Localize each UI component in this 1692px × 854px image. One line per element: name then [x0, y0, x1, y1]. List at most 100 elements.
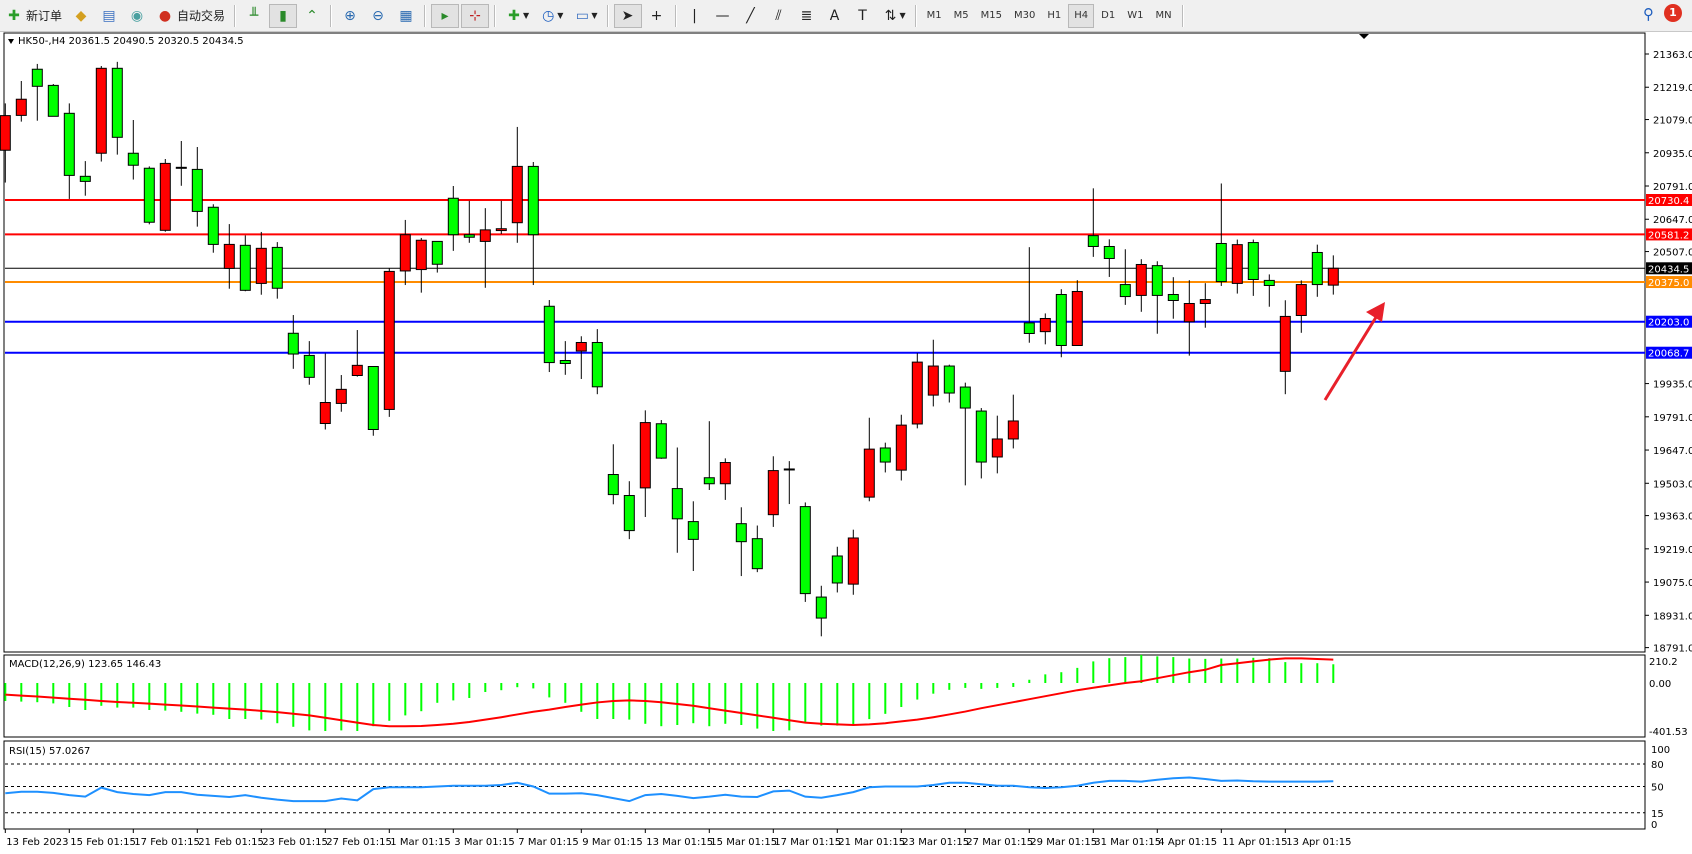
- candle-body: [559, 359, 571, 364]
- candle-body: [751, 538, 763, 570]
- fibonacci-icon: ≣: [800, 7, 813, 24]
- candle-body: [255, 247, 267, 284]
- candle-body: [1055, 293, 1067, 346]
- timeframe-w1[interactable]: W1: [1127, 10, 1144, 21]
- zoom-in-button[interactable]: ⊕: [337, 4, 363, 28]
- candle-body: [63, 112, 75, 176]
- trend-line-icon: ╱: [746, 7, 755, 24]
- candle-body: [303, 354, 315, 378]
- price-tick-label: 19075.0: [1653, 578, 1692, 589]
- rsi-axis-label: 50: [1651, 783, 1664, 794]
- separator: [234, 4, 237, 27]
- rsi-axis-label: 15: [1651, 809, 1664, 820]
- candle-body: [511, 165, 523, 224]
- zoom-out-button[interactable]: ⊖: [365, 4, 391, 28]
- separator: [424, 4, 427, 27]
- separator: [674, 4, 677, 27]
- candle-body: [1151, 265, 1163, 296]
- candle-body: [783, 468, 795, 471]
- timeframe-h4[interactable]: H4: [1068, 3, 1095, 28]
- period-button[interactable]: ◷ ▼: [535, 4, 567, 28]
- candle-body: [127, 152, 139, 166]
- price-line-label-bg: [1646, 262, 1692, 275]
- chart-shift-button[interactable]: ⊹: [461, 3, 490, 28]
- period-clock-icon: ◷: [542, 7, 555, 24]
- candle-body: [1007, 420, 1019, 440]
- history-button[interactable]: ▤: [96, 4, 122, 28]
- price-tick-label: 19219.0: [1653, 545, 1692, 556]
- candle-body: [479, 229, 491, 242]
- text-label-button[interactable]: T: [850, 4, 876, 28]
- time-label: 13 Mar 01:15: [646, 837, 713, 848]
- candle-body: [287, 332, 299, 355]
- crosshair-button[interactable]: +: [644, 4, 670, 28]
- time-label: 27 Feb 01:15: [326, 837, 392, 848]
- zoom-out-icon: ⊖: [372, 7, 384, 24]
- candle-body: [15, 98, 27, 116]
- candle-body: [223, 243, 235, 269]
- signal-icon: ◉: [130, 7, 144, 24]
- candle-body: [351, 364, 363, 377]
- time-label: 15 Feb 01:15: [70, 837, 136, 848]
- price-line-label-bg: [1646, 346, 1692, 359]
- autoscroll-button[interactable]: ▸: [431, 3, 460, 28]
- time-label: 3 Mar 01:15: [454, 837, 514, 848]
- trend-line-button[interactable]: ╱: [738, 4, 764, 28]
- macd-label: MACD(12,26,9) 123.65 146.43: [9, 659, 161, 670]
- candle-body: [975, 410, 987, 463]
- timeframe-m5[interactable]: M5: [953, 10, 969, 21]
- candle-chart-button[interactable]: ▮: [269, 3, 298, 28]
- line-chart-button[interactable]: ⌃: [299, 4, 325, 28]
- signal-button[interactable]: ◉: [124, 4, 150, 28]
- chart-shift-marker[interactable]: [1359, 34, 1369, 39]
- candle-body: [591, 341, 603, 388]
- price-tick-label: 18791.0: [1653, 644, 1692, 655]
- time-label: 21 Feb 01:15: [198, 837, 264, 848]
- text-icon: A: [829, 7, 840, 24]
- cursor-button[interactable]: ➤: [613, 3, 642, 28]
- notification-icon[interactable]: 1: [1664, 4, 1682, 22]
- collapse-triangle-icon[interactable]: [8, 39, 14, 44]
- timeframe-m15[interactable]: M15: [980, 10, 1003, 21]
- time-label: 13 Apr 01:15: [1286, 837, 1351, 848]
- timeframe-m1[interactable]: M1: [926, 10, 942, 21]
- vertical-line-button[interactable]: |: [682, 4, 708, 28]
- bar-chart-button[interactable]: ╨: [241, 4, 267, 28]
- search-icon[interactable]: ⚲: [1643, 5, 1654, 23]
- candle-body: [1103, 245, 1115, 259]
- candle-body: [415, 239, 427, 271]
- timeframe-mn[interactable]: MN: [1155, 10, 1172, 21]
- new-order-button[interactable]: ✚ 新订单: [1, 4, 66, 28]
- price-tick-label: 19647.0: [1653, 446, 1692, 457]
- template-button[interactable]: ▭ ▼: [569, 4, 601, 28]
- candle-body: [623, 495, 635, 532]
- candle-body: [1071, 290, 1083, 346]
- rsi-axis-label: 80: [1651, 760, 1664, 771]
- candle-body: [1311, 251, 1323, 286]
- candle-body: [735, 523, 747, 543]
- arrows-button[interactable]: ⇅ ▼: [878, 4, 910, 28]
- annotation-arrow[interactable]: [1323, 302, 1385, 401]
- price-tick-label: 20935.0: [1653, 149, 1692, 160]
- horizontal-line-button[interactable]: —: [710, 4, 736, 28]
- macd-axis-label: 0.00: [1649, 679, 1671, 690]
- fibonacci-button[interactable]: ≣: [794, 4, 820, 28]
- price-pane[interactable]: [3, 32, 1646, 653]
- timeframe-m30[interactable]: M30: [1014, 10, 1036, 21]
- candle-body: [703, 477, 715, 485]
- tile-windows-icon: ▦: [399, 7, 413, 24]
- rsi-pane[interactable]: [3, 740, 1646, 830]
- auto-trading-button[interactable]: ● 自动交易: [152, 4, 229, 28]
- candle-body: [95, 67, 107, 154]
- channel-button[interactable]: ⫽: [766, 4, 792, 28]
- price-line-label: 20581.2: [1648, 230, 1689, 241]
- candle-body: [239, 244, 251, 291]
- add-indicator-button[interactable]: ✚ ▼: [501, 4, 533, 28]
- timeframe-h1[interactable]: H1: [1047, 10, 1062, 21]
- tile-windows-button[interactable]: ▦: [393, 4, 419, 28]
- timeframe-d1[interactable]: D1: [1101, 10, 1116, 21]
- text-button[interactable]: A: [822, 4, 848, 28]
- gold-button[interactable]: ◆: [68, 4, 94, 28]
- price-tick-label: 20647.0: [1653, 215, 1692, 226]
